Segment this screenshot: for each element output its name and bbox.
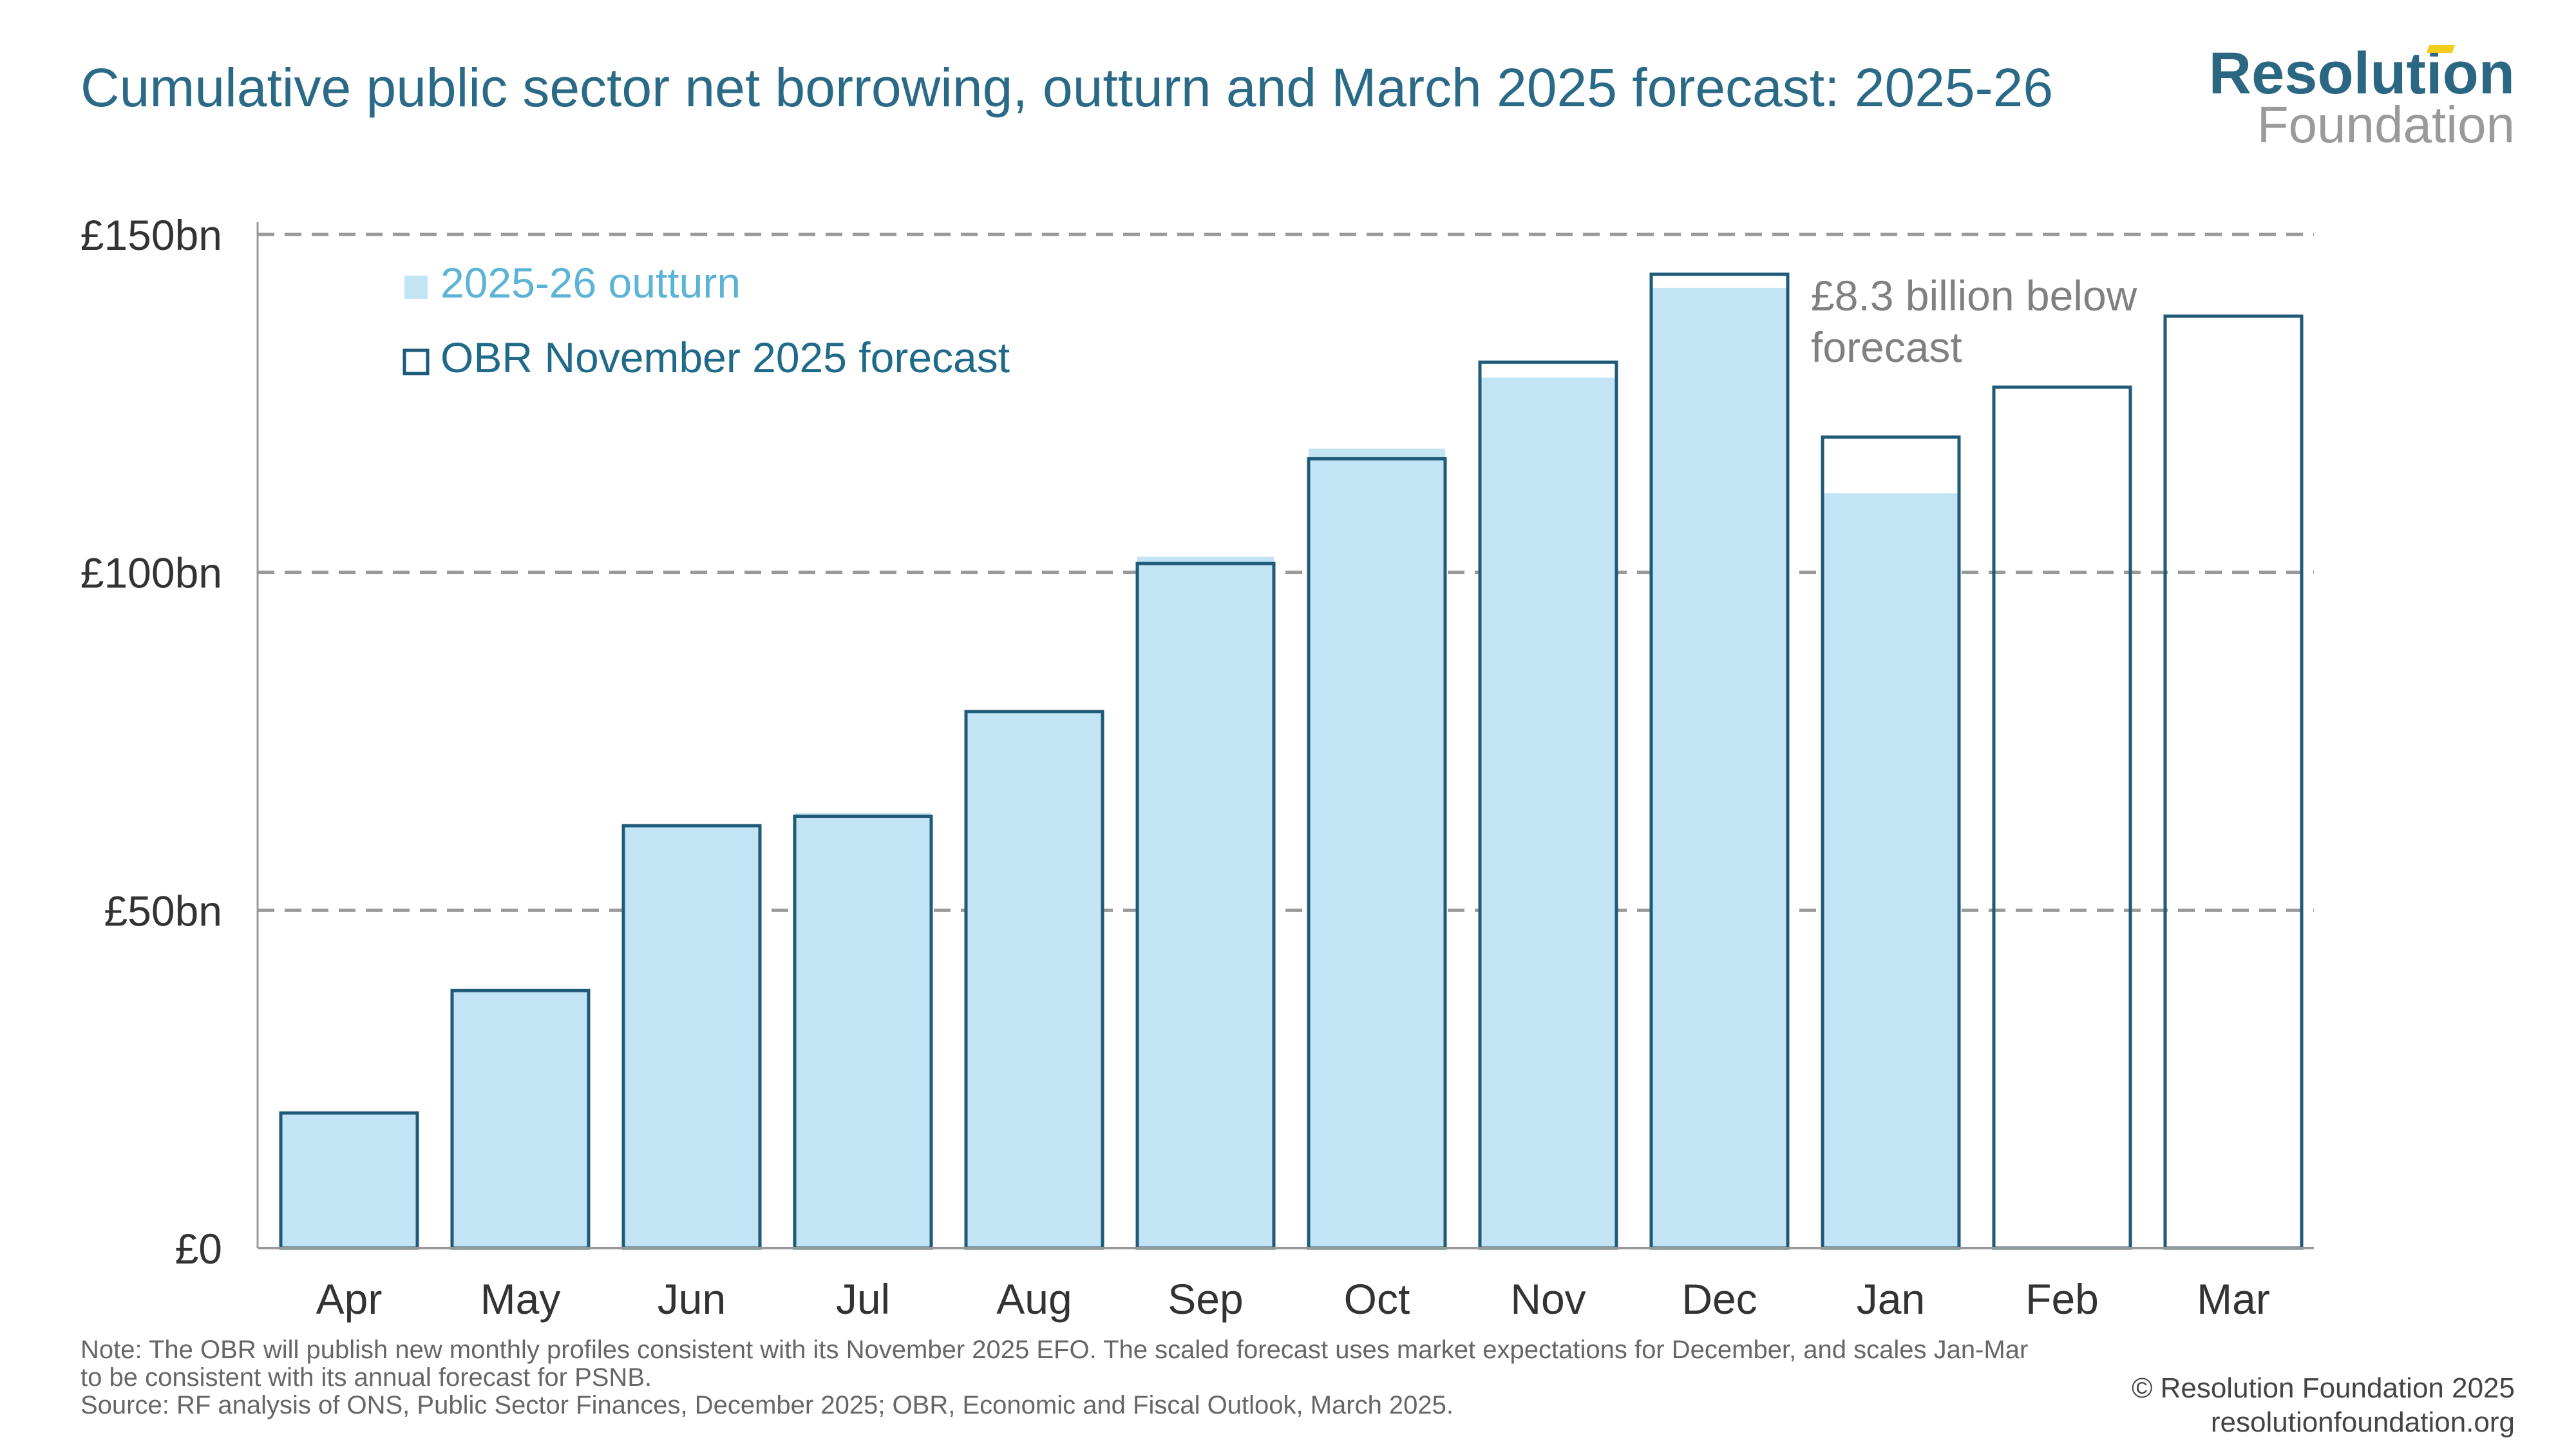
outturn-bar — [281, 1113, 417, 1248]
outturn-bar — [1651, 287, 1788, 1248]
x-tick-label: Jun — [658, 1275, 726, 1323]
legend-label-outturn: 2025-26 outturn — [440, 259, 741, 307]
x-tick-label: Feb — [2025, 1275, 2099, 1323]
note-line-1: Note: The OBR will publish new monthly p… — [80, 1336, 2029, 1364]
outturn-bar — [1137, 556, 1274, 1248]
x-tick-label: Jul — [836, 1275, 890, 1323]
chart-title: Cumulative public sector net borrowing, … — [80, 57, 2054, 118]
outturn-bar — [623, 826, 760, 1248]
y-tick-label: £150bn — [80, 211, 222, 259]
copyright-credit: © Resolution Foundation 2025 resolutionf… — [2132, 1372, 2515, 1440]
y-tick-label: £100bn — [80, 549, 222, 597]
x-tick-label: Mar — [2197, 1275, 2270, 1323]
x-axis-ticks: Apr May Jun Jul Aug Sep Oct Nov Dec Jan Feb Mar — [316, 1275, 2270, 1323]
bars — [279, 272, 2304, 1250]
legend-label-forecast: OBR November 2025 forecast — [440, 334, 1010, 381]
x-tick-label: May — [480, 1275, 561, 1323]
legend: 2025-26 outturn OBR November 2025 foreca… — [402, 259, 1010, 381]
outturn-bar — [1823, 493, 1959, 1248]
chart-notes: Note: The OBR will publish new monthly p… — [80, 1336, 2206, 1420]
x-tick-label: Apr — [316, 1275, 383, 1323]
logo-line2: Foundation — [2257, 96, 2515, 153]
forecast-bar — [2163, 314, 2304, 1250]
x-tick-label: Dec — [1681, 1275, 1757, 1323]
outturn-bar — [1480, 377, 1616, 1248]
outturn-bar — [795, 813, 931, 1248]
resolution-foundation-logo: Resolution Foundation — [2209, 44, 2515, 151]
outturn-bar — [452, 990, 589, 1248]
x-tick-label: Nov — [1510, 1275, 1586, 1323]
y-tick-label: £50bn — [104, 887, 222, 934]
copyright: © Resolution Foundation 2025 — [2131, 1372, 2515, 1404]
website: resolutionfoundation.org — [2210, 1406, 2515, 1438]
annotation-line2: forecast — [1811, 323, 1962, 371]
note-line-2: to be consistent with its annual forecas… — [80, 1363, 652, 1392]
x-tick-label: Aug — [996, 1275, 1072, 1323]
annotation: £8.3 billion below forecast — [1811, 272, 2137, 371]
source-line: Source: RF analysis of ONS, Public Secto… — [80, 1391, 1454, 1420]
gridlines — [258, 232, 2314, 912]
y-tick-label: £0 — [175, 1225, 222, 1273]
x-tick-label: Oct — [1344, 1275, 1410, 1323]
outturn-bar — [966, 711, 1103, 1248]
logo-line1: Resolution — [2208, 41, 2515, 106]
forecast-bar — [1992, 385, 2132, 1250]
legend-swatch-forecast — [402, 348, 430, 375]
x-tick-label: Sep — [1168, 1275, 1243, 1323]
annotation-line1: £8.3 billion below — [1811, 272, 2137, 319]
x-tick-label: Jan — [1857, 1275, 1925, 1323]
legend-swatch-outturn — [404, 276, 428, 299]
y-axis-ticks: £0 £50bn £100bn £150bn — [80, 211, 222, 1273]
outturn-bar — [1309, 448, 1445, 1248]
